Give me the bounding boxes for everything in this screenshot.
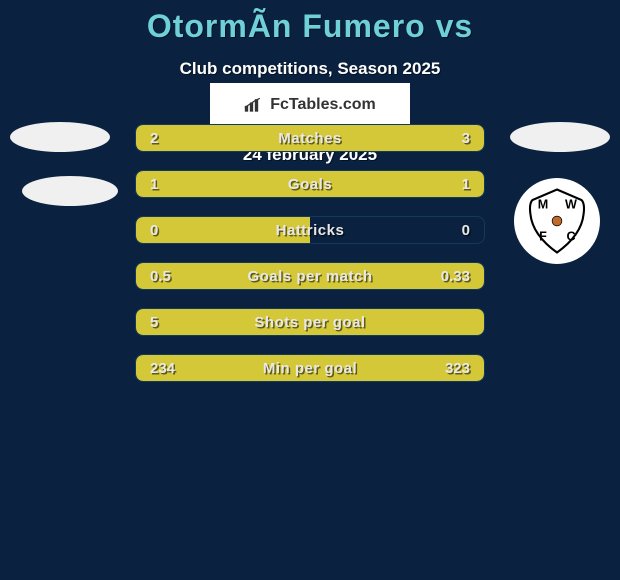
stat-label: Hattricks xyxy=(136,217,484,243)
team-right-logo-1 xyxy=(510,122,610,152)
stat-row: 234323Min per goal xyxy=(135,354,485,382)
page-title: OtormÃn Fumero vs xyxy=(0,0,620,45)
stat-label: Shots per goal xyxy=(136,309,484,335)
stat-label: Min per goal xyxy=(136,355,484,381)
stat-label: Goals per match xyxy=(136,263,484,289)
fctables-text: FcTables.com xyxy=(270,96,376,114)
fctables-label-wrap: FcTables.com xyxy=(244,96,376,114)
stat-row: 5Shots per goal xyxy=(135,308,485,336)
chart-icon xyxy=(244,97,264,113)
stat-row: 23Matches xyxy=(135,124,485,152)
subtitle: Club competitions, Season 2025 xyxy=(0,59,620,79)
shield-icon: M W F C xyxy=(522,186,592,256)
stat-row: 11Goals xyxy=(135,170,485,198)
stat-row: 0.50.33Goals per match xyxy=(135,262,485,290)
shield-letter-m: M xyxy=(538,197,549,211)
stat-label: Goals xyxy=(136,171,484,197)
shield-letter-w: W xyxy=(565,197,577,211)
shield-letter-c: C xyxy=(566,230,575,244)
fctables-badge[interactable]: FcTables.com xyxy=(210,83,410,127)
stats-container: 23Matches 11Goals 00Hattricks 0.50.33Goals … xyxy=(135,124,485,400)
stat-row: 00Hattricks xyxy=(135,216,485,244)
stat-label: Matches xyxy=(136,125,484,151)
team-left-logo-1 xyxy=(10,122,110,152)
team-right-shield: M W F C xyxy=(514,178,600,264)
shield-letter-f: F xyxy=(539,230,547,244)
team-left-logo-2 xyxy=(22,176,118,206)
